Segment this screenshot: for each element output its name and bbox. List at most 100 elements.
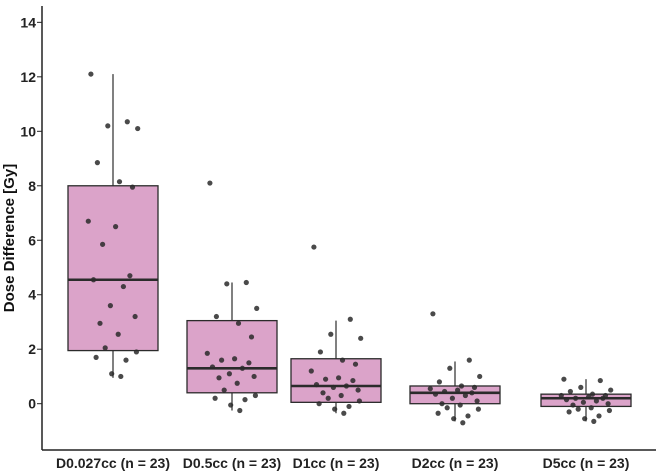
data-point	[328, 331, 334, 337]
data-point	[455, 387, 461, 393]
data-point	[350, 377, 356, 384]
x-tick-label: D0.027cc (n = 23)	[56, 455, 170, 471]
data-point	[246, 360, 252, 366]
data-point	[606, 407, 613, 414]
data-point	[116, 179, 123, 185]
data-point	[347, 316, 353, 322]
data-point	[127, 273, 133, 279]
data-point	[235, 320, 242, 326]
data-point	[243, 279, 249, 286]
data-point	[561, 376, 567, 382]
data-point	[308, 368, 314, 374]
data-point	[586, 394, 592, 400]
data-point	[107, 303, 113, 309]
data-point	[94, 160, 100, 166]
data-point	[358, 335, 364, 341]
data-point	[582, 416, 588, 422]
data-point	[588, 405, 594, 411]
data-point	[212, 395, 218, 401]
data-point	[323, 376, 329, 382]
data-point	[93, 354, 99, 360]
data-point	[317, 349, 323, 355]
data-point	[449, 395, 455, 401]
boxes	[67, 74, 632, 422]
data-point	[469, 390, 475, 396]
data-point	[352, 361, 359, 367]
data-point	[356, 398, 362, 404]
box-iqr	[186, 319, 278, 394]
y-tick-label: 10	[20, 123, 36, 139]
data-point	[575, 406, 581, 412]
box-5	[540, 379, 632, 422]
data-point	[133, 349, 139, 355]
data-point	[460, 420, 466, 426]
y-tick-label: 14	[20, 14, 36, 30]
data-point	[355, 387, 361, 393]
data-point	[226, 371, 232, 377]
data-point	[341, 410, 347, 416]
data-point	[573, 395, 579, 401]
data-point	[432, 391, 439, 397]
box-iqr	[540, 393, 632, 408]
data-point	[346, 403, 352, 410]
box-4	[409, 361, 501, 422]
data-point	[97, 320, 103, 326]
y-tick-label: 0	[28, 396, 36, 412]
data-point	[254, 305, 260, 311]
data-point	[474, 398, 480, 404]
data-point	[234, 380, 240, 386]
data-points	[85, 71, 614, 426]
data-point	[332, 406, 338, 412]
data-point	[311, 244, 317, 250]
data-point	[135, 125, 141, 132]
data-point	[132, 313, 138, 320]
data-point	[100, 241, 106, 247]
data-point	[204, 350, 210, 356]
data-point	[442, 388, 448, 395]
data-point	[313, 382, 320, 388]
data-point	[558, 392, 564, 399]
data-point	[471, 384, 478, 390]
data-point	[462, 392, 468, 399]
data-point	[600, 395, 606, 401]
data-point	[207, 180, 213, 186]
x-tick-label: D5cc (n = 23)	[543, 455, 630, 471]
data-point	[567, 388, 574, 395]
data-point	[593, 398, 600, 404]
y-tick-label: 4	[28, 287, 36, 303]
data-point	[237, 407, 243, 414]
data-point	[563, 397, 570, 403]
data-point	[242, 397, 248, 403]
data-point	[224, 281, 230, 287]
data-point	[251, 373, 257, 380]
data-point	[113, 224, 119, 230]
x-tick-label: D0.5cc (n = 23)	[183, 455, 281, 471]
data-point	[85, 218, 91, 224]
data-point	[336, 375, 342, 381]
x-tick-label: D2cc (n = 23)	[412, 455, 499, 471]
data-point	[109, 371, 115, 377]
data-point	[608, 387, 614, 393]
data-point	[430, 311, 436, 317]
box-3	[290, 320, 382, 414]
box-iqr	[290, 358, 382, 403]
data-point	[591, 418, 597, 424]
data-point	[435, 410, 441, 416]
data-point	[239, 365, 245, 371]
data-point	[457, 402, 463, 408]
data-point	[466, 357, 472, 363]
data-point	[447, 365, 453, 371]
data-point	[115, 331, 121, 337]
data-point	[439, 401, 445, 407]
data-point	[451, 416, 457, 422]
y-tick-label: 12	[20, 69, 36, 85]
data-point	[105, 123, 111, 129]
box-iqr	[409, 385, 501, 405]
y-axis: 0 2 4 6 8 10 12 14	[20, 6, 43, 450]
data-point	[124, 119, 130, 125]
data-point	[90, 277, 97, 283]
data-point	[316, 401, 322, 407]
data-point	[566, 409, 572, 415]
box-iqr	[67, 185, 159, 352]
data-point	[120, 283, 126, 290]
